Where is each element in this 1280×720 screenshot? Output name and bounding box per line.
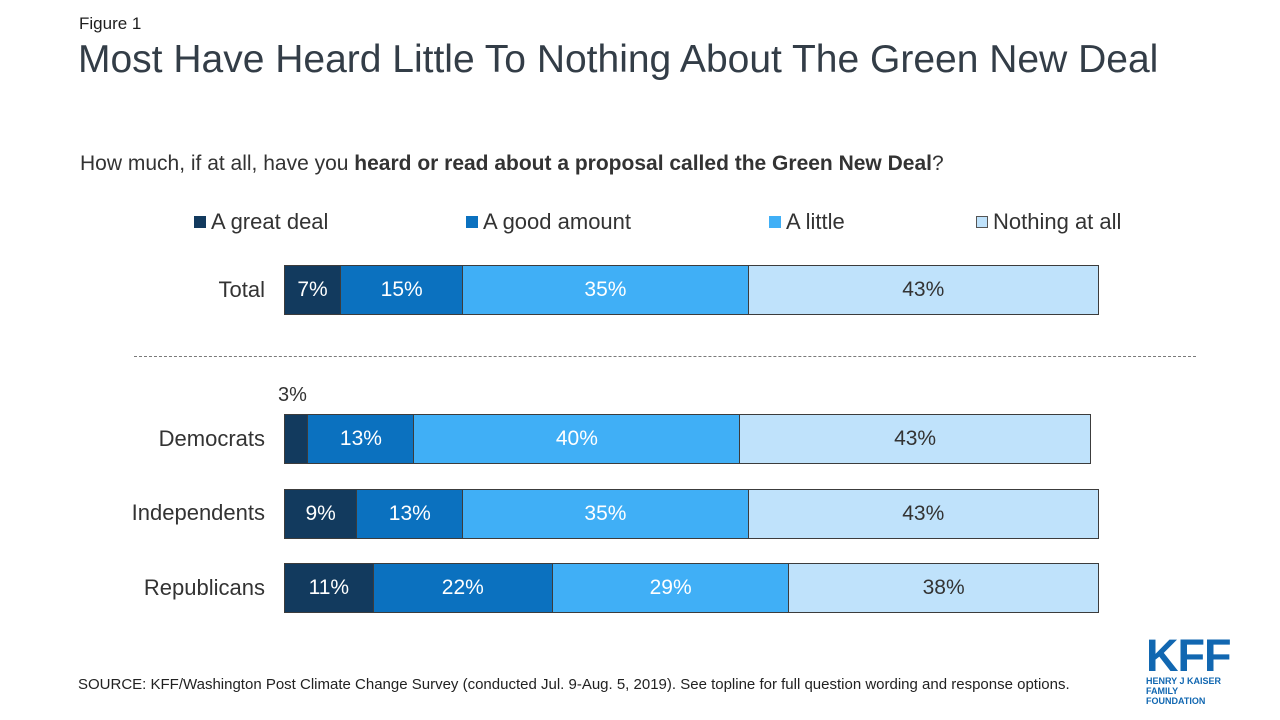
bar-segment-republicans-nothing: 38%	[789, 563, 1099, 613]
bar-row-republicans: 11% 22% 29% 38%	[284, 563, 1099, 613]
data-label-independents-great-deal: 9%	[305, 502, 336, 525]
row-label-democrats: Democrats	[158, 426, 265, 451]
chart-title: Most Have Heard Little To Nothing About …	[78, 38, 1159, 81]
legend-label-good-amount: A good amount	[483, 209, 632, 234]
data-label-independents-good-amount: 13%	[388, 502, 431, 525]
bar-segment-independents-little: 35%	[463, 489, 749, 539]
legend-item-great-deal: A great deal	[194, 209, 328, 235]
question-bold: heard or read about a proposal called th…	[354, 152, 932, 175]
question-suffix: ?	[931, 152, 944, 175]
bar-segment-total-nothing: 43%	[748, 265, 1099, 315]
legend-item-little: A little	[769, 209, 845, 235]
data-label-total-good-amount: 15%	[380, 278, 423, 301]
legend-swatch-great-deal	[194, 216, 206, 228]
question-prefix: How much, if at all, have you	[80, 152, 355, 175]
data-label-total-great-deal: 7%	[297, 278, 328, 301]
legend-label-little: A little	[786, 209, 845, 234]
logo-kff-text: KFF	[1146, 630, 1231, 681]
bar-segment-republicans-great-deal: 11%	[284, 563, 374, 613]
legend-swatch-good-amount	[466, 216, 478, 228]
bar-segment-democrats-good-amount: 13%	[308, 414, 415, 464]
data-label-republicans-little: 29%	[649, 576, 692, 599]
divider-line	[134, 356, 1196, 357]
legend-label-nothing: Nothing at all	[993, 209, 1122, 234]
data-label-independents-little: 35%	[584, 502, 627, 525]
data-label-republicans-great-deal: 11%	[308, 576, 350, 599]
bar-segment-independents-great-deal: 9%	[284, 489, 358, 539]
data-label-democrats-good-amount: 13%	[339, 427, 382, 450]
bar-segment-republicans-little: 29%	[552, 563, 790, 613]
figure-label: Figure 1	[79, 14, 142, 33]
bar-segment-democrats-nothing: 43%	[740, 414, 1091, 464]
data-label-total-little: 35%	[584, 278, 627, 301]
bar-segment-democrats-little: 40%	[414, 414, 741, 464]
bar-row-total: 7% 15% 35% 43%	[284, 265, 1099, 315]
data-label-republicans-good-amount: 22%	[441, 576, 484, 599]
row-label-total: Total	[218, 277, 265, 302]
kff-logo: KFF HENRY J KAISER FAMILY FOUNDATION	[1146, 630, 1236, 706]
bar-segment-republicans-good-amount: 22%	[373, 563, 553, 613]
logo-subtitle-2: FAMILY FOUNDATION	[1146, 686, 1206, 706]
legend-label-great-deal: A great deal	[211, 209, 329, 234]
legend-swatch-little	[769, 216, 781, 228]
logo-subtitle-1: HENRY J KAISER	[1146, 676, 1222, 686]
row-label-independents: Independents	[131, 500, 265, 525]
data-label-democrats-nothing: 43%	[894, 427, 937, 450]
bar-row-democrats: 13% 40% 43%	[284, 414, 1091, 464]
row-label-republicans: Republicans	[143, 575, 265, 600]
bar-row-independents: 9% 13% 35% 43%	[284, 489, 1099, 539]
data-label-democrats-little: 40%	[555, 427, 598, 450]
bar-segment-total-little: 35%	[463, 265, 749, 315]
survey-question: How much, if at all, have you heard or r…	[80, 152, 944, 176]
bar-segment-total-great-deal: 7%	[284, 265, 342, 315]
bar-segment-independents-good-amount: 13%	[357, 489, 464, 539]
legend-swatch-nothing	[976, 216, 988, 228]
data-label-independents-nothing: 43%	[902, 502, 945, 525]
data-label-total-nothing: 43%	[902, 278, 945, 301]
bar-segment-independents-nothing: 43%	[748, 489, 1099, 539]
data-label-republicans-nothing: 38%	[922, 576, 965, 599]
source-note: SOURCE: KFF/Washington Post Climate Chan…	[78, 676, 1070, 693]
bar-segment-total-good-amount: 15%	[341, 265, 464, 315]
bar-segment-democrats-great-deal	[284, 414, 309, 464]
legend-item-nothing: Nothing at all	[976, 209, 1121, 235]
legend-item-good-amount: A good amount	[466, 209, 631, 235]
data-label-democrats-great-deal: 3%	[278, 384, 307, 406]
